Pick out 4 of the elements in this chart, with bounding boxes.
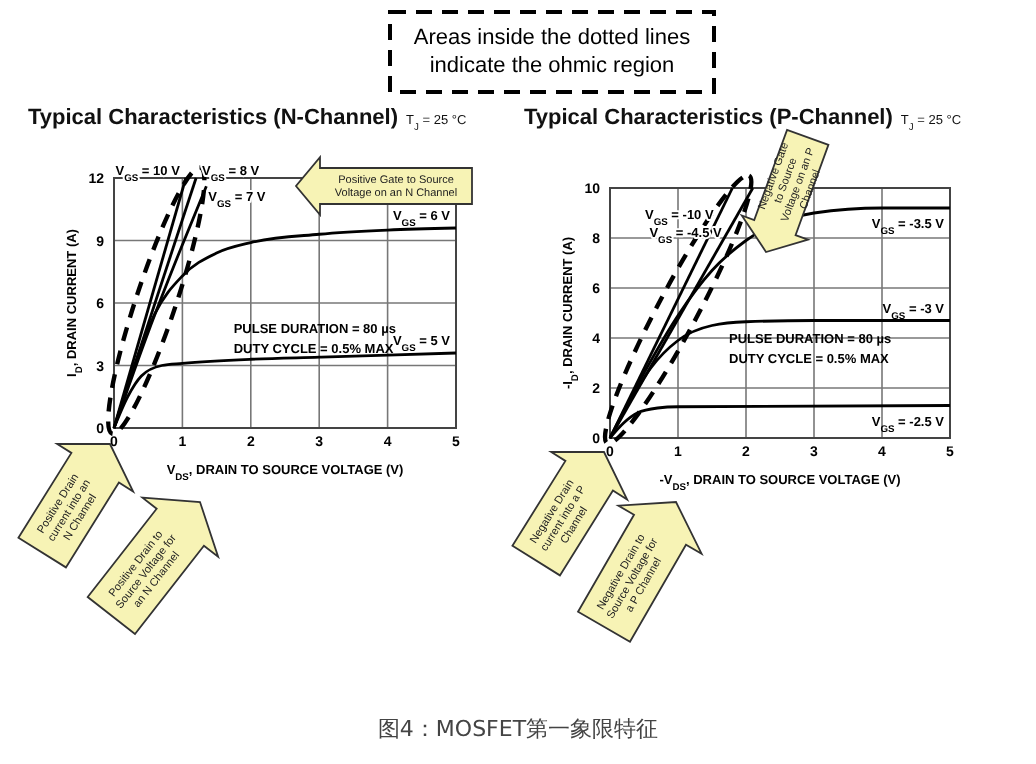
chart-title: Typical Characteristics (N-Channel) [28,106,399,130]
text: Areas inside the dotted lines indicate the ohmic region [413,26,692,78]
chart-title: Typical Characteristics (P-Channel) [524,106,893,130]
caption: 图4：MOSFET第一象限特征 [377,716,659,742]
